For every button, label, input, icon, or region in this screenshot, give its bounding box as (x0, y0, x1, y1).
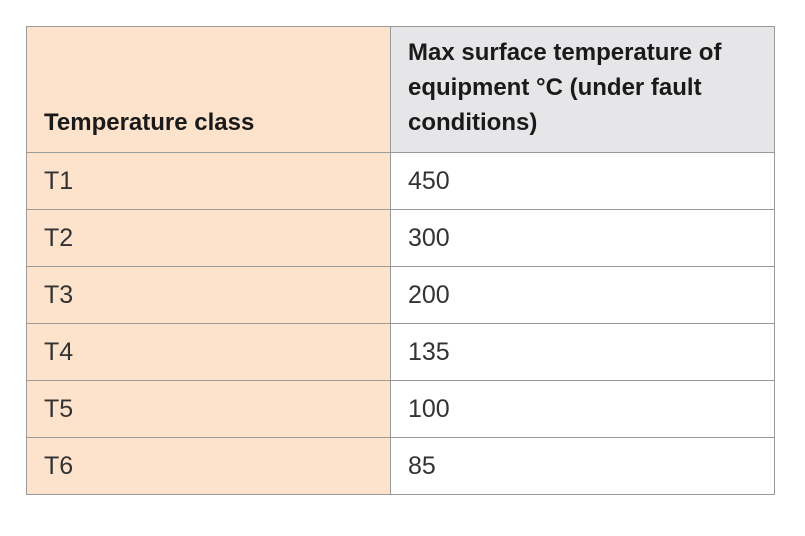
class-cell: T1 (26, 152, 391, 210)
header-max-surface-temperature: Max surface temperature of equipment °C … (390, 26, 775, 153)
header-row: Temperature class Max surface temperatur… (26, 26, 775, 153)
class-cell: T2 (26, 209, 391, 267)
class-cell: T4 (26, 323, 391, 381)
table-row: T5 100 (26, 380, 775, 438)
table-row: T1 450 (26, 152, 775, 210)
temp-cell: 135 (390, 323, 775, 381)
table-row: T3 200 (26, 266, 775, 324)
temp-cell: 85 (390, 437, 775, 495)
table-row: T2 300 (26, 209, 775, 267)
class-cell: T6 (26, 437, 391, 495)
table-row: T4 135 (26, 323, 775, 381)
class-cell: T3 (26, 266, 391, 324)
table-row: T6 85 (26, 437, 775, 495)
temperature-class-table: Temperature class Max surface temperatur… (26, 26, 775, 495)
temp-cell: 100 (390, 380, 775, 438)
class-cell: T5 (26, 380, 391, 438)
temp-cell: 300 (390, 209, 775, 267)
temp-cell: 450 (390, 152, 775, 210)
temp-cell: 200 (390, 266, 775, 324)
header-temperature-class: Temperature class (26, 26, 391, 153)
